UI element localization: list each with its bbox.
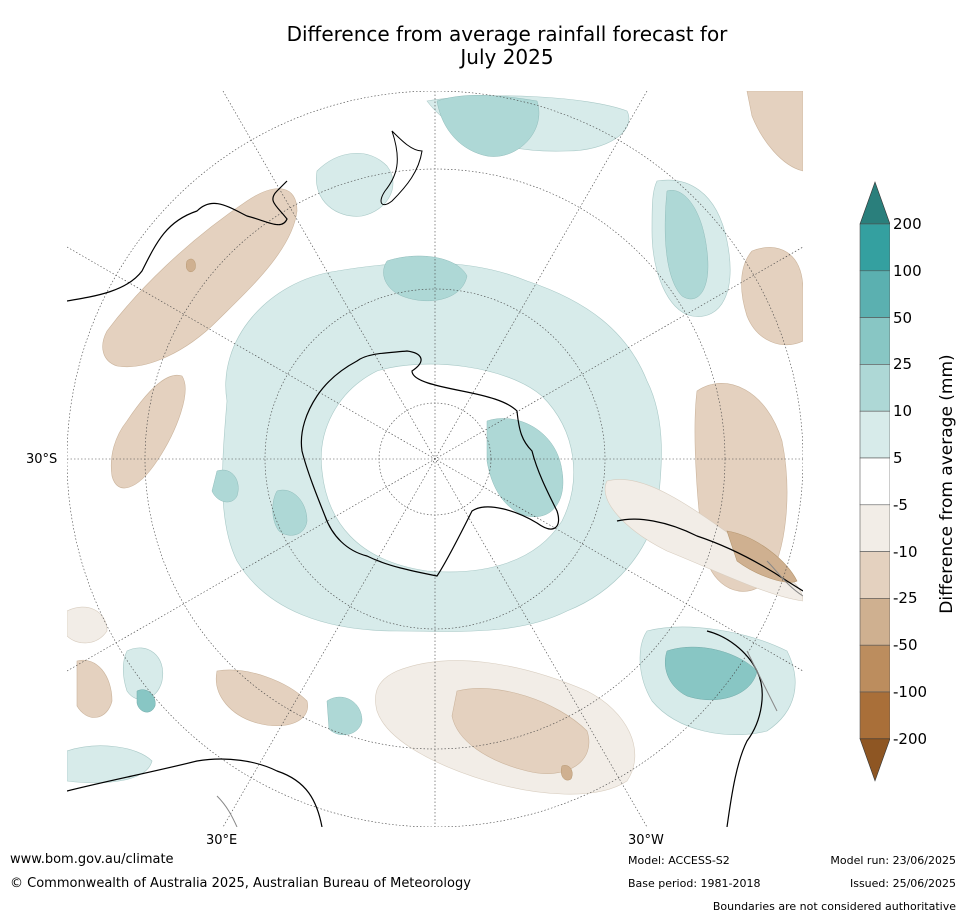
colorbar-under-triangle [859,738,890,782]
wet-anomaly-regions [67,95,796,784]
country-borders [216,560,803,827]
colorbar-band [859,223,890,272]
colorbar-tick-label: -200 [893,729,928,748]
colorbar-over-triangle [859,181,890,225]
map-title-line1: Difference from average rainfall forecas… [286,22,728,46]
lon-label-30e: 30°E [206,833,238,848]
graticule [67,91,803,827]
colorbar-band [859,504,890,552]
disclaimer-text: Boundaries are not considered authoritat… [712,900,956,913]
colorbar-band [859,691,890,740]
south-america-coastline [616,518,803,827]
colorbar-tick-label: -25 [893,589,918,608]
colorbar-title: Difference from average (mm) [937,354,957,614]
colorbar-band [859,457,890,506]
model-name: Model: ACCESS-S2 [628,854,730,867]
rainfall-map [67,91,803,827]
colorbar-tick-label: 10 [893,402,913,421]
colorbar-band [859,317,890,365]
issued-date: Issued: 25/06/2025 [849,877,956,890]
colorbar-tick-label: 25 [893,355,913,374]
colorbar-tick-label: -10 [893,542,918,561]
map-title-line2: July 2025 [460,45,554,69]
colorbar-band [859,364,890,412]
model-run-date: Model run: 23/06/2025 [830,854,956,867]
dry-anomaly-regions [67,91,803,795]
colorbar-tick-label: 5 [893,449,903,467]
base-period: Base period: 1981-2018 [628,877,761,890]
antarctica-coastline [300,350,560,577]
colorbar-tick-label: 50 [893,308,913,327]
colorbar-tick-label: 100 [893,261,922,280]
colorbar-tick-label: 200 [893,215,922,233]
colorbar-band [859,270,890,318]
colorbar-tick-label: -50 [893,636,918,655]
colorbar-tick-label: -5 [893,495,908,514]
website-link[interactable]: www.bom.gov.au/climate [10,852,174,867]
new-zealand-coastline [380,130,423,206]
lat-label-30s: 30°S [26,452,58,467]
lon-label-30w: 30°W [628,833,664,848]
colorbar-band [859,551,890,599]
colorbar [859,181,890,782]
colorbar-band [859,598,890,646]
copyright-text: © Commonwealth of Australia 2025, Austra… [10,876,471,891]
australia-coastline [67,180,288,302]
colorbar-band [859,644,890,693]
colorbar-band [859,410,890,459]
colorbar-tick-label: -100 [893,683,928,701]
africa-coastline [67,758,323,827]
